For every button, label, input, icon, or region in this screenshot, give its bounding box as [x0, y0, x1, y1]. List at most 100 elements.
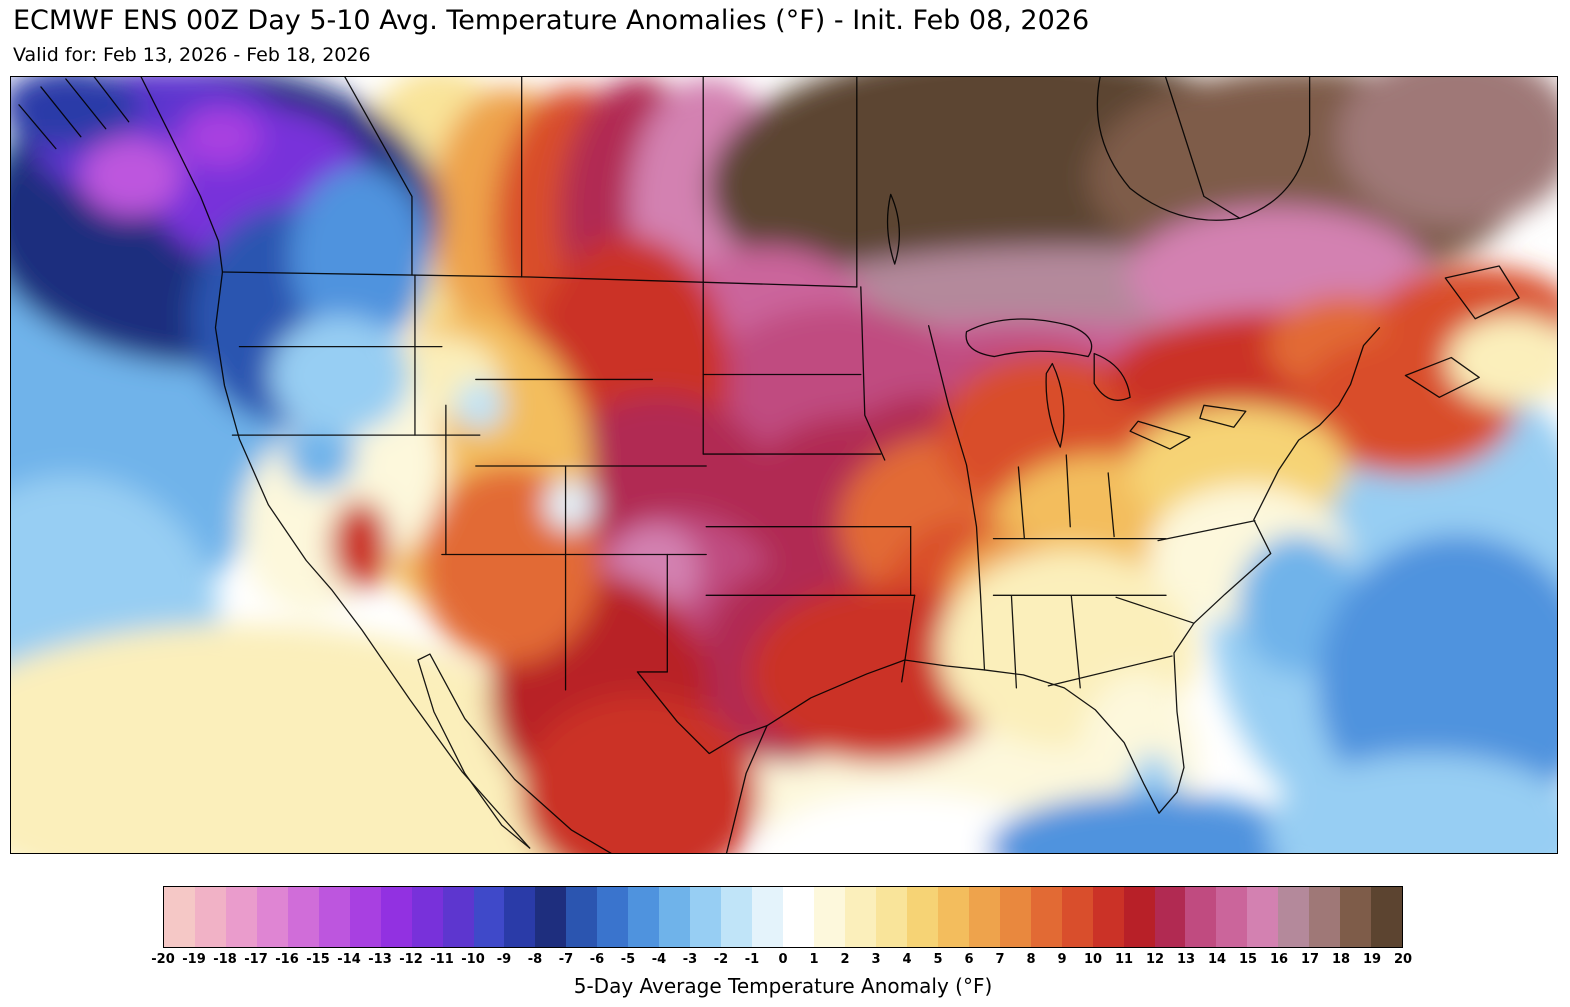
texas-rio-grande-border — [636, 671, 768, 755]
colorbar-cell — [628, 887, 660, 947]
colorbar-tick-label: 9 — [1057, 952, 1067, 967]
colorbar — [163, 886, 1403, 948]
colorbar-tick-label: -10 — [461, 952, 485, 967]
colorbar-tick-label: -4 — [651, 952, 667, 967]
colorbar-cell — [380, 887, 412, 947]
colorbar-tick-label: -11 — [430, 952, 454, 967]
state-borders-horizontal — [231, 345, 916, 596]
colorbar-tick-label: -19 — [182, 952, 206, 967]
colorbar-cell — [194, 887, 226, 947]
mississippi-river-borders — [927, 325, 986, 671]
colorbar-cell — [504, 887, 536, 947]
colorbar-cell — [1216, 887, 1248, 947]
colorbar-tick-label: 18 — [1331, 952, 1351, 967]
colorbar-tick-label: 7 — [995, 952, 1005, 967]
colorbar-tick-label: 15 — [1238, 952, 1258, 967]
midwest-state-borders — [1017, 454, 1115, 540]
page-title: ECMWF ENS 00Z Day 5-10 Avg. Temperature … — [13, 5, 1090, 36]
colorbar-cell — [1371, 887, 1403, 947]
colorbar-cell — [1278, 887, 1310, 947]
colorbar-cell — [1309, 887, 1341, 947]
colorbar-tick-label: 3 — [871, 952, 881, 967]
colorbar-tick-label: -8 — [527, 952, 543, 967]
colorbar-tick-label: 16 — [1269, 952, 1289, 967]
colorbar-tick-label: -3 — [682, 952, 698, 967]
colorbar-tick-label: 6 — [964, 952, 974, 967]
great-lakes-outlines — [965, 318, 1247, 450]
colorbar-cell — [659, 887, 691, 947]
anomaly-blob — [769, 793, 1049, 853]
colorbar-tick-label: -18 — [213, 952, 237, 967]
colorbar-tick-label: 1 — [809, 952, 819, 967]
colorbar-tick-label: -5 — [620, 952, 636, 967]
colorbar-cell — [597, 887, 629, 947]
anomaly-blob — [544, 479, 595, 530]
colorbar-cell — [164, 887, 195, 947]
colorbar-axis-label: 5-Day Average Temperature Anomaly (°F) — [573, 974, 993, 998]
anomaly-map — [10, 76, 1558, 854]
colorbar-tick-label: 11 — [1114, 952, 1134, 967]
colorbar-tick-label: 20 — [1393, 952, 1413, 967]
colorbar-cell — [721, 887, 753, 947]
colorbar-cell — [1030, 887, 1062, 947]
colorbar-tick-label: -1 — [744, 952, 760, 967]
colorbar-tick-label: -6 — [589, 952, 605, 967]
colorbar-cell — [752, 887, 784, 947]
anomaly-blob — [1337, 77, 1557, 227]
colorbar-tick-label: -14 — [337, 952, 361, 967]
colorbar-cell — [783, 887, 815, 947]
colorbar-cell — [473, 887, 505, 947]
colorbar-cell — [875, 887, 907, 947]
colorbar-tick-label: 8 — [1026, 952, 1036, 967]
colorbar-cell — [1185, 887, 1217, 947]
colorbar-ticks: -20 -19 -18 -17 -16 -15 -14 -13 -12 -11 -10 -9 -8 -7-… — [151, 952, 1412, 970]
colorbar-cell — [1061, 887, 1093, 947]
colorbar-cell — [287, 887, 319, 947]
colorbar-cell — [1123, 887, 1155, 947]
colorbar-tick-label: 14 — [1207, 952, 1227, 967]
colorbar-tick-label: 4 — [902, 952, 912, 967]
colorbar-cell — [968, 887, 1000, 947]
state-borders-vertical — [414, 274, 916, 691]
anomaly-blob — [285, 420, 356, 490]
colorbar-cell — [442, 887, 474, 947]
colorbar-tick-label: -7 — [558, 952, 574, 967]
colorbar-cell — [690, 887, 722, 947]
colorbar-tick-label: 2 — [840, 952, 850, 967]
geo-borders-layer — [18, 77, 1520, 853]
anomaly-blob — [330, 499, 391, 590]
anomaly-blob — [180, 106, 261, 167]
colorbar-cell — [566, 887, 598, 947]
colorbar-tick-label: -15 — [306, 952, 330, 967]
colorbar-cell — [411, 887, 443, 947]
colorbar-cell — [225, 887, 257, 947]
colorbar-cell — [1340, 887, 1372, 947]
anomaly-blob — [290, 166, 430, 346]
anomaly-map-svg — [11, 77, 1557, 853]
anomaly-blob — [988, 793, 1308, 853]
colorbar-tick-label: 13 — [1176, 952, 1196, 967]
lake-winnipeg-outline — [886, 193, 900, 265]
pacific-coastline — [140, 77, 531, 849]
anomaly-blob — [454, 380, 505, 431]
anomaly-blob — [1267, 753, 1557, 853]
canada-province-borders — [344, 77, 1241, 288]
colorbar-cell — [937, 887, 969, 947]
colorbar-cell — [1247, 887, 1279, 947]
colorbar-tick-label: 0 — [778, 952, 788, 967]
colorbar-tick-label: -13 — [368, 952, 392, 967]
colorbar-tick-label: 5 — [933, 952, 943, 967]
anomaly-field-layer — [11, 77, 1557, 853]
anomaly-blob — [270, 315, 410, 436]
baja-gulf-coastline — [417, 653, 612, 853]
colorbar-tick-label: -12 — [399, 952, 423, 967]
alaska-panhandle-coast — [18, 77, 130, 150]
colorbar-cell — [1154, 887, 1186, 947]
maritimes-outlines — [1404, 265, 1520, 398]
valid-period-subtitle: Valid for: Feb 13, 2026 - Feb 18, 2026 — [13, 44, 371, 66]
colorbar-tick-label: -20 — [151, 952, 175, 967]
colorbar-cell — [906, 887, 938, 947]
colorbar-cell — [256, 887, 288, 947]
anomaly-blob — [80, 136, 181, 217]
